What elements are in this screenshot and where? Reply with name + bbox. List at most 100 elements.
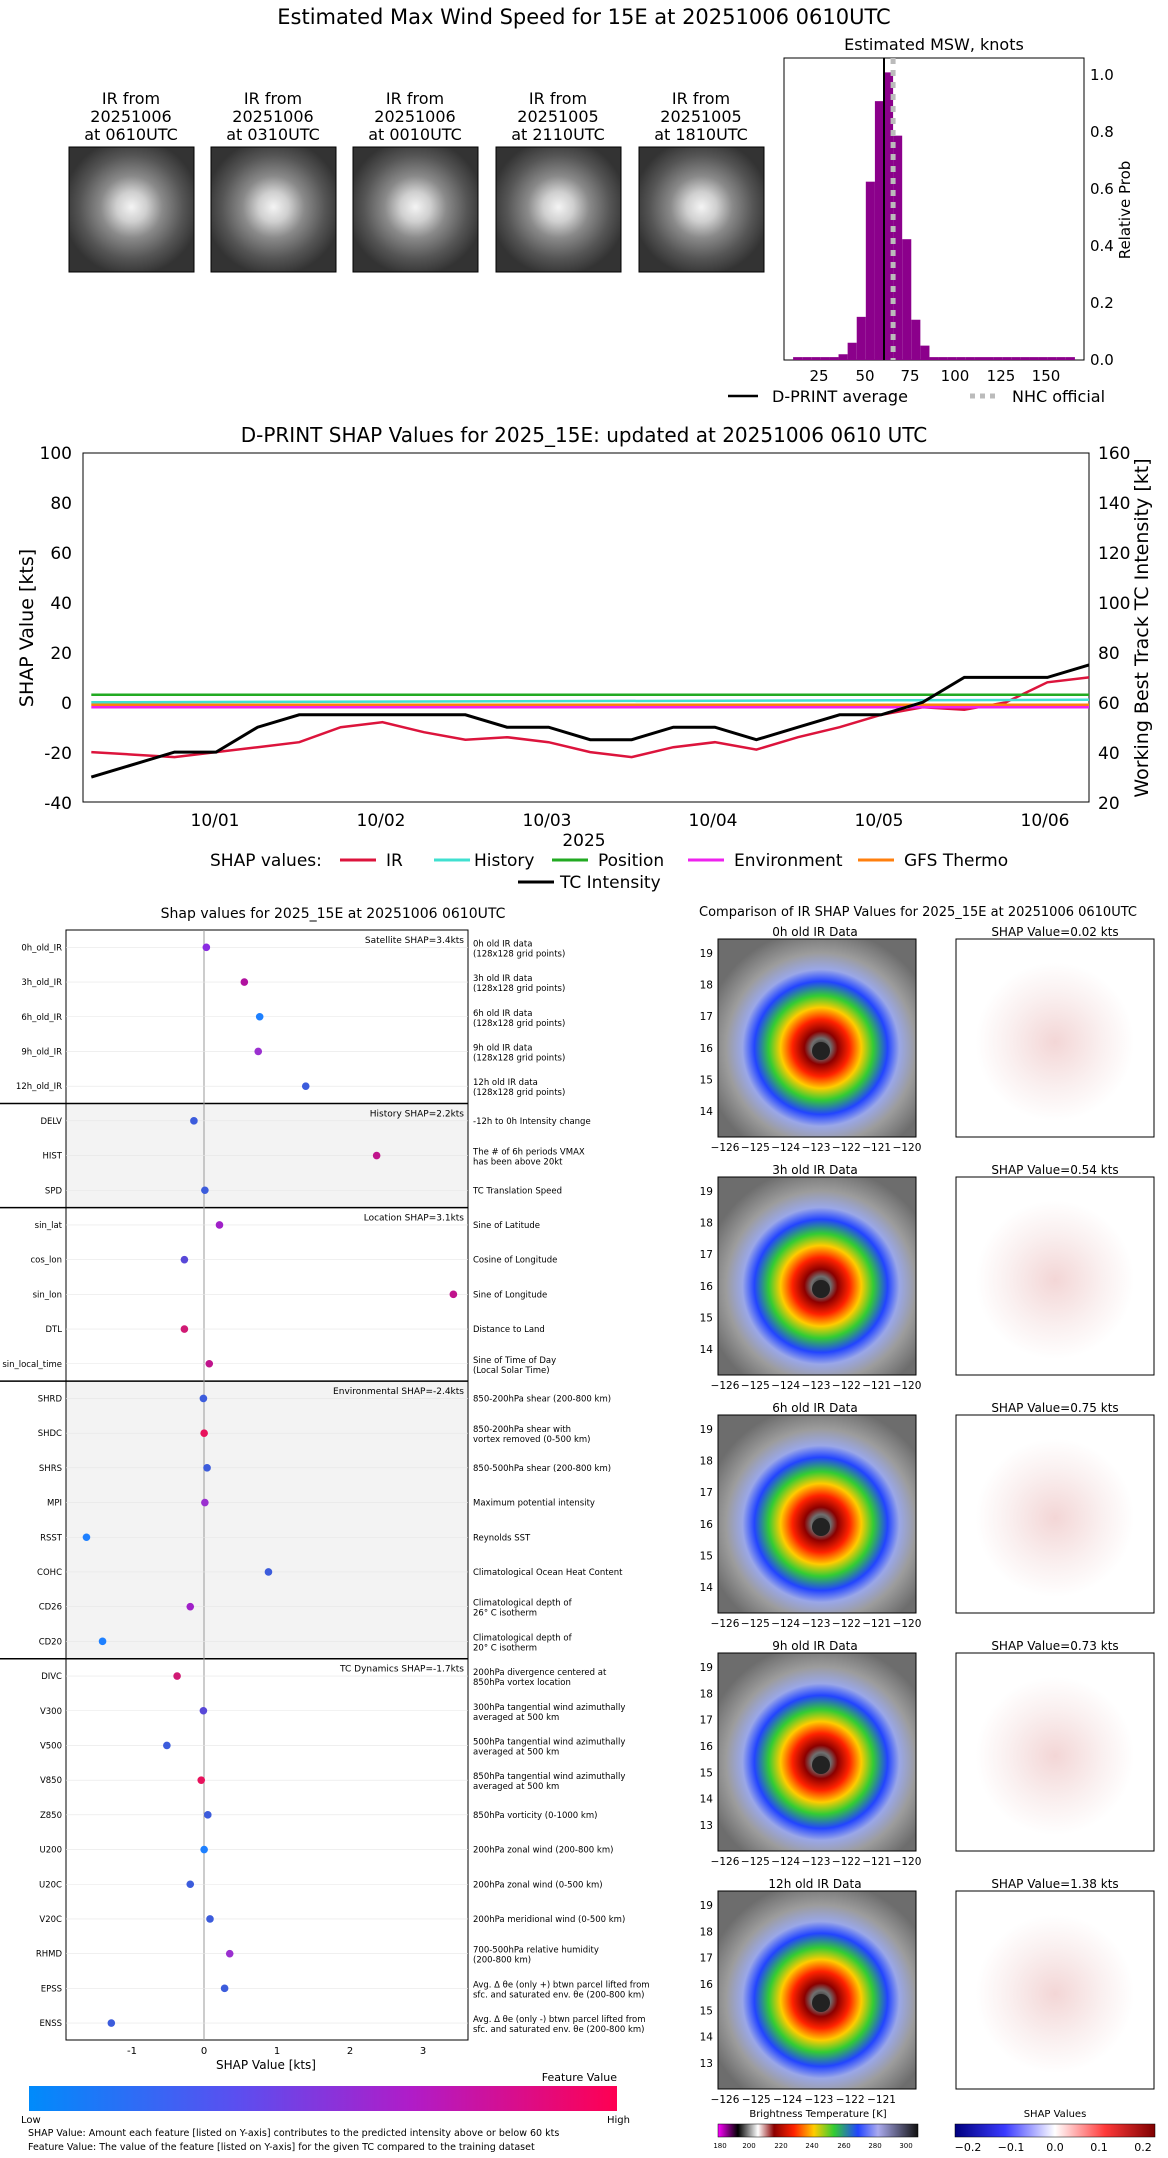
- ir-eye: [812, 1280, 830, 1298]
- feature-desc: Distance to Land: [473, 1325, 545, 1335]
- hist-lines: [883, 58, 896, 360]
- hist-bars: [793, 72, 1075, 361]
- colorbar-high: High: [607, 2115, 630, 2126]
- feature-name: SHRD: [38, 1394, 63, 1404]
- ts-x-1004: 10/04: [689, 811, 738, 831]
- shap-tick-02: 0.2: [1134, 2141, 1152, 2154]
- feature-desc: 850-500hPa shear (200-800 km): [473, 1464, 611, 1474]
- hist-ytick-08: 0.8: [1090, 123, 1114, 141]
- feature-desc: (128x128 grid points): [473, 949, 565, 959]
- ir-xtick: −124: [773, 2094, 802, 2106]
- feature-dot: [190, 1117, 198, 1125]
- feature-dot: [202, 943, 211, 952]
- shap-map: [955, 1414, 1155, 1614]
- feature-name: V300: [40, 1707, 62, 1717]
- bt-tick-300: 300: [899, 2142, 912, 2150]
- feature-dot: [201, 1186, 209, 1195]
- feature-name: DTL: [46, 1325, 63, 1335]
- feat-xtick-0: 0: [201, 2046, 207, 2057]
- feature-desc: (128x128 grid points): [473, 1088, 565, 1098]
- ir-xtick: −122: [836, 2094, 865, 2106]
- ir-xtick: −120: [893, 1380, 922, 1392]
- thumb-3-line2: 20251005: [517, 107, 598, 126]
- thumb-0-line1: IR from: [102, 89, 160, 108]
- feature-dot: [82, 1533, 91, 1542]
- hist-bar: [884, 72, 894, 360]
- ts-left-0: 0: [61, 694, 72, 714]
- feat-frame: [65, 929, 469, 2041]
- ts-left-m20: -20: [44, 744, 72, 764]
- series-tc-intensity: [90, 663, 1090, 779]
- ir-ytick: 15: [700, 1767, 713, 1779]
- feature-desc: Climatological Ocean Heat Content: [473, 1568, 623, 1578]
- feature-dot: [201, 1498, 209, 1507]
- shap-map: [955, 1652, 1155, 1852]
- ir-xtick: −125: [742, 2094, 771, 2106]
- feature-desc: Reynolds SST: [473, 1533, 531, 1543]
- legend-nhc-label: NHC official: [1012, 387, 1105, 406]
- ir-ytick: 13: [700, 2058, 713, 2070]
- ir-ytick: 14: [700, 2032, 714, 2044]
- hist-xtick-125: 125: [987, 367, 1016, 385]
- thumb-1-line1: IR from: [244, 89, 302, 108]
- ir-image: [717, 938, 917, 1138]
- feature-dot: [203, 1811, 212, 1819]
- ir-xtick: −122: [832, 1856, 861, 1868]
- feature-desc: 850hPa tangential wind azimuthally: [473, 1772, 625, 1782]
- ir-xtick: −122: [832, 1618, 861, 1630]
- feature-name: EPSS: [41, 1984, 62, 1994]
- feature-dot: [372, 1151, 381, 1160]
- ir-xtick: −125: [741, 1142, 770, 1154]
- hist-bar: [1065, 357, 1075, 360]
- ir-xtick: −123: [802, 1142, 831, 1154]
- ts-right-140: 140: [1098, 494, 1130, 514]
- hist-bar: [829, 357, 839, 360]
- thumb-4-line3: at 1810UTC: [654, 125, 748, 144]
- ts-right-120: 120: [1098, 544, 1130, 564]
- ir-ytick: 16: [700, 1979, 714, 1991]
- ir-ytick: 16: [700, 1519, 714, 1531]
- series-ir: [91, 676, 1090, 759]
- ir-ytick: 17: [700, 1249, 713, 1261]
- series-history: [91, 698, 1090, 704]
- ts-left-100: 100: [40, 444, 72, 464]
- feature-name: SHDC: [38, 1429, 62, 1439]
- hist-ytick-02: 0.2: [1090, 294, 1114, 312]
- shap-panel-title: SHAP Value=0.54 kts: [991, 1163, 1118, 1177]
- feature-desc: Sine of Longitude: [473, 1290, 547, 1300]
- ir-xtick: −121: [862, 1142, 891, 1154]
- thumb-0: IR from 20251006 at 0610UTC: [68, 89, 195, 273]
- ir-xtick: −120: [893, 1142, 922, 1154]
- hist-bar: [1029, 357, 1039, 360]
- ir-ytick: 15: [700, 1074, 713, 1086]
- ir-comparison-rows: 0h old IR Data SHAP Value=0.02 kts 19 18 17 1…: [700, 925, 1155, 2106]
- hist-bar: [984, 357, 994, 360]
- feature-dot: [301, 1082, 310, 1090]
- thumb-0-line2: 20251006: [90, 107, 171, 126]
- feat-xtick-m1: -1: [127, 2046, 137, 2057]
- ir-ytick: 17: [700, 1487, 713, 1499]
- figure-title: Estimated Max Wind Speed for 15E at 2025…: [277, 5, 890, 29]
- shap-map: [955, 938, 1155, 1138]
- shap-tick-0: 0.0: [1046, 2141, 1064, 2154]
- feature-desc: 200hPa zonal wind (200-800 km): [473, 1846, 613, 1856]
- feature-name: Z850: [40, 1811, 62, 1821]
- feature-name: 3h_old_IR: [21, 978, 62, 988]
- feature-dot: [205, 1359, 214, 1368]
- thumb-0-line3: at 0610UTC: [84, 125, 178, 144]
- feature-desc: has been above 20kt: [473, 1158, 563, 1168]
- ir-xtick: −125: [741, 1380, 770, 1392]
- ts-left-m40: -40: [44, 794, 72, 814]
- feat-xtick-1: 1: [274, 2046, 280, 2057]
- feature-dot: [220, 1984, 229, 1993]
- thumb-1-image: [210, 146, 337, 273]
- colorbar-low: Low: [21, 2115, 41, 2126]
- shap-colorbar: [954, 2123, 1156, 2138]
- feature-dot: [107, 2019, 116, 2027]
- ts-left-80: 80: [50, 494, 72, 514]
- thumb-4-line2: 20251005: [660, 107, 741, 126]
- ir-xtick: −122: [832, 1380, 861, 1392]
- bt-tick-280: 280: [868, 2142, 881, 2150]
- group-label: Location SHAP=3.1kts: [364, 1214, 465, 1224]
- shap-cbar-label: SHAP Values: [1024, 2109, 1087, 2120]
